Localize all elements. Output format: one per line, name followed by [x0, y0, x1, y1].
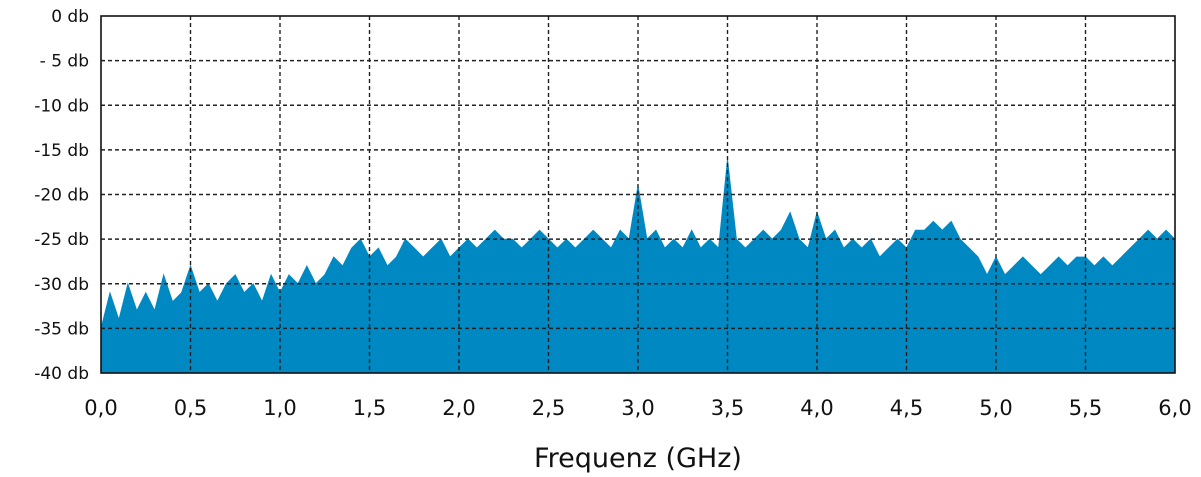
y-tick-label: -15 db: [34, 141, 89, 161]
x-tick-label: 2,0: [442, 396, 475, 420]
x-tick-label: 6,0: [1158, 396, 1191, 420]
x-tick-label: 4,0: [800, 396, 833, 420]
y-tick-label: -40 db: [34, 364, 89, 384]
y-tick-label: - 5 db: [40, 52, 89, 72]
grid: [101, 16, 1175, 373]
y-tick-label: 0 db: [51, 7, 89, 27]
x-tick-label: 0,5: [174, 396, 207, 420]
x-tick-label: 3,0: [621, 396, 654, 420]
y-tick-label: -10 db: [34, 96, 89, 116]
x-tick-label: 5,5: [1069, 396, 1102, 420]
x-tick-label: 3,5: [711, 396, 744, 420]
x-tick-label: 1,5: [353, 396, 386, 420]
x-tick-label: 0,0: [84, 396, 117, 420]
x-tick-label: 5,0: [979, 396, 1012, 420]
y-tick-label: -35 db: [34, 319, 89, 339]
x-tick-label: 1,0: [263, 396, 296, 420]
y-tick-label: -20 db: [34, 186, 89, 206]
y-axis-ticks: 0 db - 5 db -10 db -15 db -20 db -25 db -30 db…: [34, 7, 89, 384]
y-tick-label: -30 db: [34, 275, 89, 295]
y-tick-label: -25 db: [34, 230, 89, 250]
x-axis-ticks: 0,0 0,5 1,0 1,5 2,0 2,5 3,0 3,5 4,0 4,5 5,0 5,5 6,0: [84, 396, 1191, 420]
x-tick-label: 4,5: [890, 396, 923, 420]
x-tick-label: 2,5: [532, 396, 565, 420]
plot-frame: [100, 15, 1176, 374]
x-axis-label: Frequenz (GHz): [534, 443, 742, 474]
